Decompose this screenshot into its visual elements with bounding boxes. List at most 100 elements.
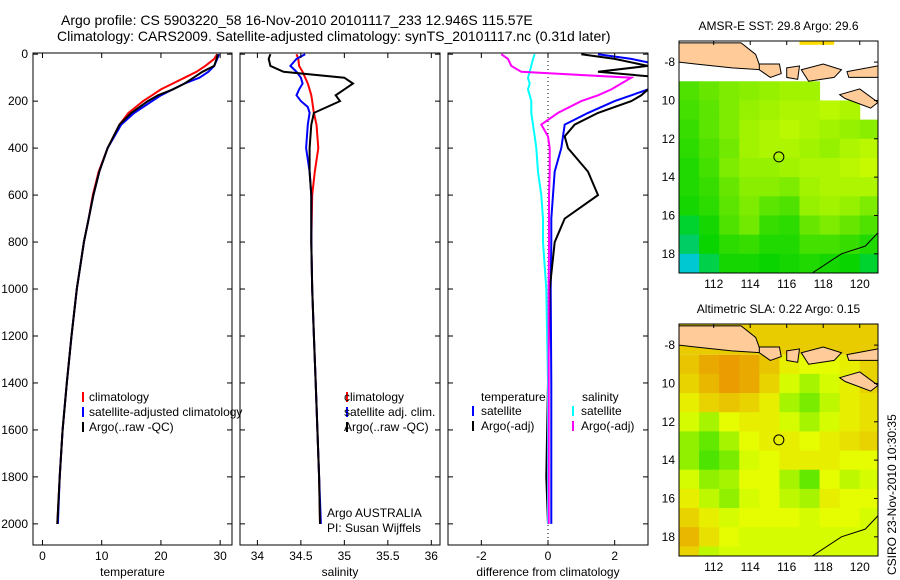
field-cell [719, 100, 740, 121]
field-cell [779, 373, 800, 394]
field-cell [739, 100, 760, 121]
field-cell [859, 527, 878, 547]
field-cell [679, 177, 700, 197]
annotation-line-2: PI: Susan Wijffels [327, 521, 421, 535]
series-group [267, 53, 355, 524]
legend-label: satellite-adjusted climatology [89, 405, 242, 419]
title-line-1: Argo profile: CS 5903220_58 16-Nov-2010 … [61, 12, 533, 28]
field-cell [839, 450, 861, 471]
field-cell [859, 215, 878, 236]
lombok-island-shape [786, 65, 801, 80]
x-tick-label: 0 [545, 549, 552, 563]
field-cell [759, 450, 780, 471]
x-tick-label: 118 [814, 560, 833, 574]
field-cell [739, 508, 760, 528]
x-tick-label: 120 [850, 560, 870, 574]
java-island-shape [679, 42, 762, 71]
field-cell [759, 215, 780, 236]
field-cell [839, 138, 861, 159]
field-cell [779, 215, 800, 236]
field-cell [819, 488, 841, 509]
field-cell [819, 508, 841, 528]
field-cell [679, 546, 700, 556]
field-cell [819, 157, 841, 178]
field-cell [799, 253, 821, 273]
y-tick-label: 1000 [1, 282, 28, 296]
field-cell [839, 119, 861, 140]
x-tick-label: 35.5 [376, 549, 400, 563]
field-cell [719, 450, 740, 471]
field-cell [859, 393, 878, 413]
y-tick-label: 2000 [1, 517, 28, 531]
field-cell [819, 234, 841, 255]
field-cell [759, 253, 780, 273]
y-tick-label: 1400 [1, 376, 28, 390]
field-cell [679, 196, 700, 216]
field-cell [739, 373, 760, 394]
field-cell [759, 488, 780, 509]
field-cell [719, 393, 740, 413]
y-tick-label: 12 [662, 132, 676, 146]
y-tick-label: 10 [662, 93, 676, 107]
x-tick-label: 34.5 [289, 549, 313, 563]
field-cell [699, 215, 720, 236]
field-cell [719, 527, 740, 547]
field-cell [699, 508, 720, 528]
x-tick-label: 20 [154, 549, 168, 563]
x-tick-label: 112 [704, 277, 723, 291]
field-cell [699, 488, 720, 509]
field-cell [739, 393, 760, 413]
series-line-salinity-argo-adj- [500, 53, 635, 524]
field-cell [759, 431, 780, 452]
field-cell [819, 177, 841, 197]
field-cell [679, 527, 700, 547]
field-cell [739, 469, 760, 490]
y-tick-label: 1600 [1, 423, 28, 437]
field-cell [679, 215, 700, 236]
x-axis-label: temperature [100, 565, 165, 579]
field-cell [719, 488, 740, 509]
y-tick-label: 0 [21, 47, 28, 61]
field-cell [679, 81, 700, 101]
field-cell [859, 488, 878, 509]
field-cell [799, 234, 821, 255]
field-cell [739, 450, 760, 471]
field-cell [679, 508, 700, 528]
legend-label: satellite [581, 404, 622, 418]
field-cell [839, 215, 861, 236]
field-group [679, 41, 878, 273]
field-cell [799, 488, 821, 509]
field-cell [739, 253, 760, 273]
field-cell [799, 508, 821, 528]
x-tick-label: 120 [850, 277, 870, 291]
field-cell [719, 138, 740, 159]
series-group [500, 53, 648, 524]
field-cell [739, 431, 760, 452]
field-cell [779, 157, 800, 178]
legend-label: climatology [89, 390, 149, 404]
profile-panel-3: -2 0 2 difference from climatology temperatu… [447, 52, 649, 579]
field-cell [699, 177, 720, 197]
field-cell [859, 138, 878, 159]
field-cell [779, 431, 800, 452]
field-cell [759, 508, 780, 528]
field-cell [679, 234, 700, 255]
field-cell [759, 373, 780, 394]
field-cell [839, 508, 861, 528]
field-cell [779, 488, 800, 509]
field-cell [699, 234, 720, 255]
plot-frame [239, 52, 441, 546]
field-cell [739, 177, 760, 197]
x-tick-label: 114 [741, 277, 760, 291]
field-cell [759, 157, 780, 178]
sumba-island-shape [838, 88, 878, 109]
bali-island-shape [758, 346, 782, 361]
field-cell [859, 196, 878, 216]
field-cell [839, 157, 861, 178]
field-cell [859, 508, 878, 528]
x-tick-label: 118 [814, 277, 833, 291]
field-cell [759, 546, 780, 556]
y-tick-label: -8 [664, 55, 675, 69]
field-cell [679, 138, 700, 159]
